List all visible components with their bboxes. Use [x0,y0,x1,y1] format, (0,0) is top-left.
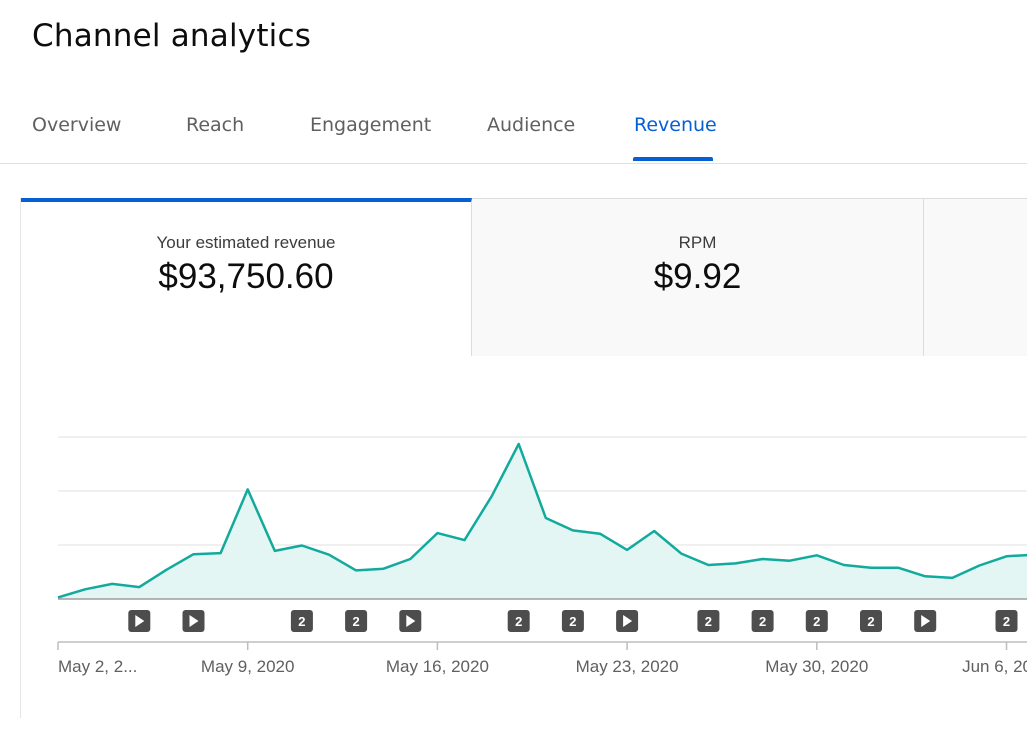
x-tick-label: May 30, 2020 [765,657,868,676]
video-count-marker[interactable] [561,610,584,632]
active-tab-indicator [633,157,713,161]
tab-revenue[interactable]: Revenue [634,114,717,136]
metric-rpm[interactable]: RPM $9.92 [472,198,924,356]
x-tick-label: May 23, 2020 [576,657,679,676]
revenue-line [57,442,1027,599]
metric-label: RPM [678,233,717,252]
metric-estimated-revenue[interactable]: Your estimated revenue $93,750.60 [21,198,472,356]
play-icon [189,615,199,627]
analytics-tabs: Overview Reach Engagement Audience Reven… [0,100,1027,164]
x-tick-label: May 16, 2020 [386,657,489,676]
video-count-marker[interactable] [290,610,313,632]
video-count-marker[interactable] [751,610,774,632]
video-count-label: 2 [867,614,874,629]
video-count-label: 2 [569,614,576,629]
video-count-marker[interactable] [507,610,530,632]
tab-engagement[interactable]: Engagement [310,114,432,136]
video-count-marker[interactable] [345,610,368,632]
play-icon [623,615,633,627]
revenue-area [58,444,1027,599]
play-icon [921,615,931,627]
x-tick-label: May 9, 2020 [201,657,295,676]
tab-audience[interactable]: Audience [487,114,576,136]
video-count-marker[interactable] [995,610,1018,632]
video-count-label: 2 [352,614,359,629]
video-count-label: 2 [298,614,305,629]
video-count-marker[interactable] [805,610,828,632]
metric-next[interactable] [924,198,1027,356]
play-icon [135,615,145,627]
metric-value: $93,750.60 [158,257,334,296]
x-tick-label: May 2, 2... [58,657,137,676]
video-count-label: 2 [1003,614,1010,629]
video-count-marker[interactable] [860,610,882,632]
video-count-label: 2 [813,614,820,629]
tab-reach[interactable]: Reach [186,114,245,136]
metric-value: $9.92 [653,257,742,296]
metric-label: Your estimated revenue [156,233,336,252]
video-count-label: 2 [705,614,712,629]
video-count-label: 2 [515,614,522,629]
play-icon [406,615,416,627]
x-tick-label: Jun 6, 2020 [962,657,1027,676]
video-count-marker[interactable] [697,610,720,632]
page-title: Channel analytics [32,18,312,54]
tab-overview[interactable]: Overview [32,114,122,136]
video-count-label: 2 [759,614,766,629]
analytics-card: Your estimated revenue $93,750.60 RPM $9… [20,198,1027,718]
